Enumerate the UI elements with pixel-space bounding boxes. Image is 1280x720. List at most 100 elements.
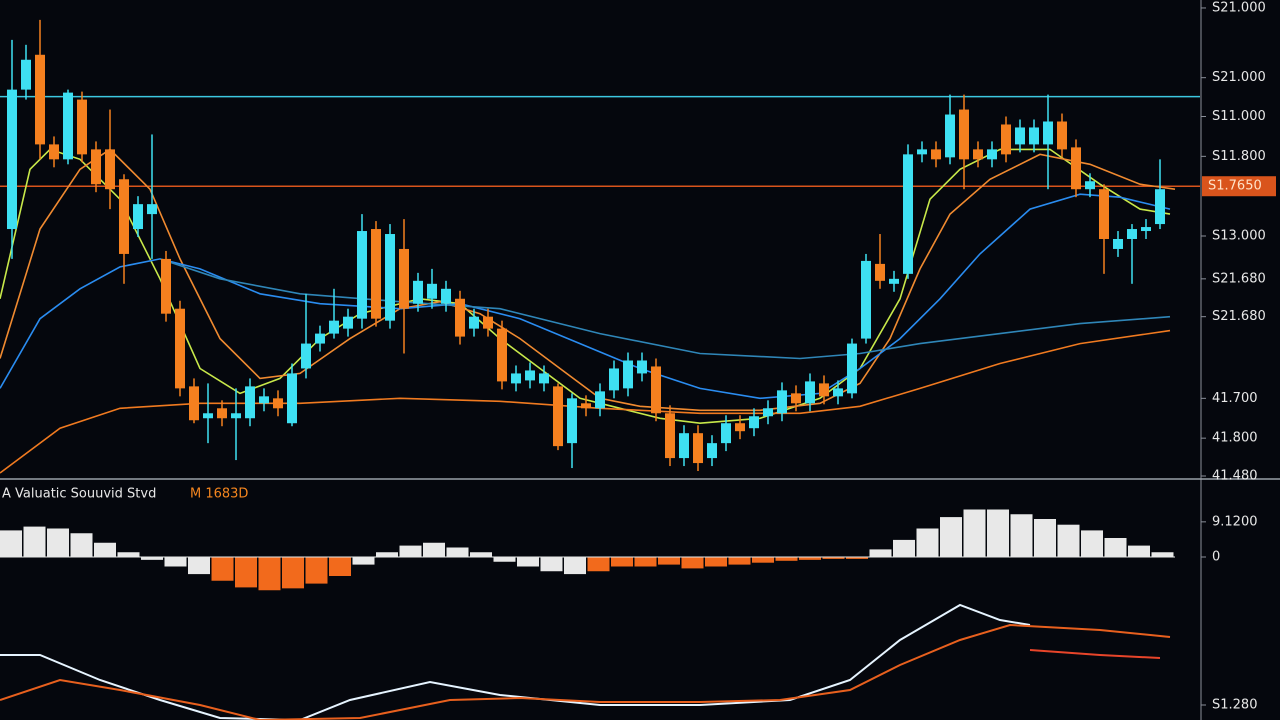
y-tick-label: 9.1200: [1212, 514, 1258, 529]
candle-body: [1029, 127, 1039, 145]
candle-body: [595, 391, 605, 409]
candle-body: [931, 149, 941, 160]
candle-body: [567, 398, 577, 444]
candle-body: [1043, 121, 1053, 145]
histogram-bar: [1010, 514, 1033, 557]
candle-body: [791, 393, 801, 404]
y-tick-label: S21.000: [1212, 0, 1266, 15]
price-tag: [1202, 176, 1276, 197]
histogram-bar: [1151, 552, 1174, 557]
candle-body: [651, 366, 661, 414]
candle-body: [511, 373, 521, 384]
candle-body: [763, 408, 773, 417]
candle-body: [273, 398, 283, 409]
candle-body: [637, 360, 647, 374]
histogram-bar: [963, 509, 986, 557]
y-tick-label: S11.800: [1212, 149, 1266, 164]
candle-body: [581, 403, 591, 409]
histogram-bar: [1081, 530, 1103, 557]
y-tick-label: S21.000: [1212, 70, 1266, 85]
histogram-bar: [211, 557, 234, 581]
histogram-bar: [399, 545, 422, 557]
candle-body: [455, 298, 465, 337]
price-tag-label: S1.7650: [1208, 179, 1262, 194]
candle-body: [693, 433, 703, 464]
candle-body: [777, 390, 787, 414]
candle-body: [189, 386, 199, 421]
candle-body: [679, 433, 689, 459]
histogram-bar: [164, 557, 187, 567]
candle-body: [525, 370, 535, 381]
histogram-bar: [1034, 519, 1056, 557]
candle-body: [847, 343, 857, 394]
histogram-bar: [752, 557, 774, 563]
candle-body: [119, 179, 129, 254]
y-tick-label: 41.480: [1212, 469, 1258, 484]
histogram-bar: [728, 557, 751, 565]
histogram-bar: [423, 542, 445, 557]
y-tick-label: S11.000: [1212, 109, 1266, 124]
candle-body: [707, 443, 717, 459]
y-tick-label: 41.800: [1212, 431, 1258, 446]
histogram-bar: [517, 557, 539, 567]
moving-average: [0, 193, 1171, 400]
candle-body: [427, 283, 437, 299]
histogram-bar: [940, 517, 962, 557]
candle-body: [357, 231, 367, 319]
moving-average: [0, 148, 1171, 425]
candle-body: [1127, 229, 1137, 239]
histogram-bar: [987, 509, 1009, 557]
histogram-bar: [376, 552, 398, 557]
histogram-bar: [282, 557, 304, 589]
candle-body: [1001, 124, 1011, 155]
candle-body: [7, 89, 17, 230]
histogram-bar: [446, 547, 469, 557]
histogram-bar: [0, 530, 22, 557]
candle-body: [161, 258, 171, 314]
histogram-bar: [658, 557, 680, 565]
candle-body: [1071, 147, 1081, 190]
candle-body: [735, 423, 745, 432]
candle-body: [959, 109, 969, 160]
histogram-bar: [235, 557, 257, 588]
histogram-bar: [822, 557, 845, 559]
candle-body: [609, 368, 619, 391]
candle-body: [315, 333, 325, 344]
candle-body: [469, 316, 479, 329]
candle-body: [231, 413, 241, 419]
candle-body: [441, 288, 451, 304]
histogram-bar: [775, 557, 798, 561]
candle-body: [973, 149, 983, 160]
candle-body: [49, 144, 59, 160]
candle-body: [63, 92, 73, 160]
indicator-value: M 1683D: [190, 487, 248, 502]
oscillator-line: [0, 623, 1171, 720]
candle-body: [917, 149, 927, 155]
histogram-bar: [681, 557, 704, 569]
histogram-bar: [258, 557, 281, 591]
candle-body: [875, 263, 885, 281]
histogram-bar: [1057, 524, 1080, 557]
candle-body: [819, 383, 829, 397]
candle-body: [399, 248, 409, 309]
histogram-bar: [188, 557, 210, 575]
y-tick-label: 41.700: [1212, 391, 1258, 406]
candle-body: [147, 204, 157, 215]
candle-body: [945, 114, 955, 158]
candle-body: [1057, 121, 1067, 150]
y-tick-label: S21.680: [1212, 271, 1266, 286]
candle-body: [1015, 127, 1025, 145]
moving-average: [0, 148, 1176, 412]
histogram-bar: [705, 557, 727, 567]
histogram-bar: [611, 557, 633, 567]
indicator-title: A Valuatic Souuvid Stvd: [2, 487, 156, 502]
candle-body: [1085, 181, 1095, 190]
moving-average: [159, 258, 1171, 360]
candle-body: [721, 423, 731, 444]
histogram-bar: [869, 549, 892, 557]
candle-body: [21, 59, 31, 90]
histogram-bar: [47, 528, 69, 557]
histogram-bar: [846, 557, 868, 559]
